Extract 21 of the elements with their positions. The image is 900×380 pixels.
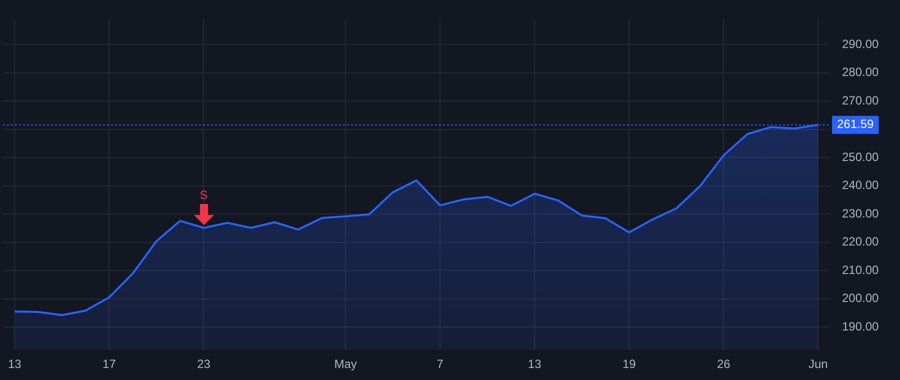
- x-tick-label: May: [334, 357, 357, 372]
- x-tick-label: 13: [528, 357, 542, 372]
- y-tick-label: 230.00: [842, 206, 880, 220]
- y-tick-label: 250.00: [842, 150, 880, 164]
- y-tick-label: 200.00: [842, 291, 880, 306]
- x-tick-label: 23: [197, 357, 211, 372]
- y-tick-label: 280.00: [842, 65, 880, 80]
- y-tick-label: 190.00: [842, 319, 880, 334]
- annotation: S: [200, 188, 208, 202]
- x-tick-label: 26: [716, 357, 731, 372]
- x-tick-label: 7: [436, 357, 444, 372]
- y-tick-label: 220.00: [842, 234, 880, 249]
- x-tick-label: 13: [8, 357, 22, 372]
- x-tick-label: Jun: [808, 357, 828, 372]
- y-tick-label: 290.00: [842, 36, 880, 51]
- x-tick-label: 19: [622, 357, 636, 372]
- ref-line-label: 261.59: [837, 117, 874, 132]
- y-tick-label: 270.00: [842, 93, 880, 108]
- y-tick-label: 240.00: [842, 178, 880, 192]
- y-tick-label: 210.00: [842, 262, 880, 277]
- x-tick-label: 17: [102, 357, 116, 372]
